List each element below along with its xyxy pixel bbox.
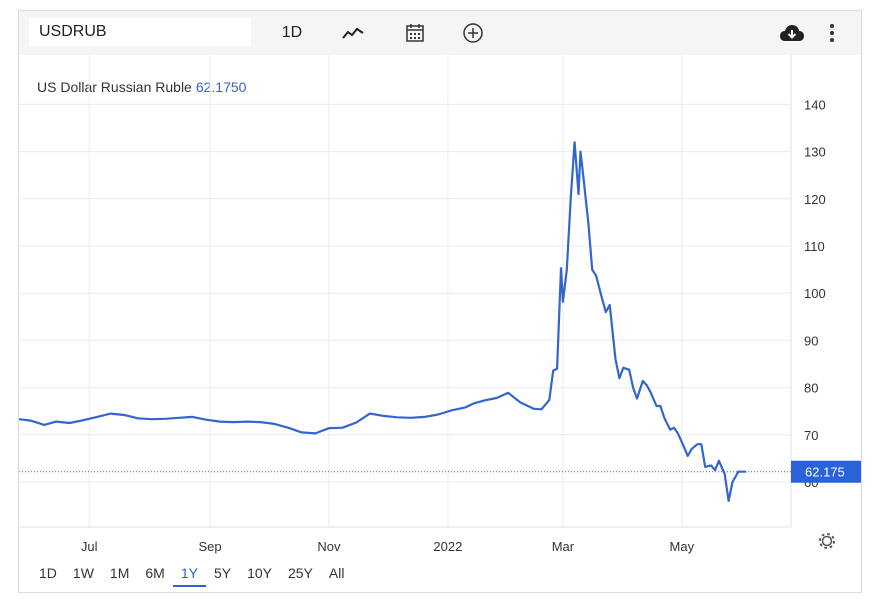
symbol-input[interactable]	[29, 18, 251, 46]
price-series-line	[19, 141, 747, 502]
period-25y[interactable]: 25Y	[287, 565, 313, 581]
y-tick-label: 110	[804, 239, 825, 254]
y-tick-label: 120	[804, 192, 826, 207]
x-tick-label: Nov	[317, 539, 341, 554]
x-tick-label: May	[670, 539, 695, 554]
price-chart[interactable]: 60708090100110120130140 JulSepNov2022Mar…	[19, 55, 861, 555]
instrument-name: US Dollar Russian Ruble	[37, 79, 192, 95]
x-tick-label: Mar	[552, 539, 575, 554]
price-tag-bg	[791, 460, 861, 483]
period-selector: 1D 1W 1M 6M 1Y 5Y 10Y 25Y All	[31, 561, 352, 591]
chart-legend: US Dollar Russian Ruble 62.1750	[37, 79, 246, 95]
plot-area	[19, 141, 791, 502]
x-axis: Jul Sep Nov 2022 Mar May	[81, 539, 695, 554]
period-10y[interactable]: 10Y	[247, 565, 272, 581]
y-tick-label: 80	[804, 381, 818, 396]
cloud-download-icon[interactable]	[777, 19, 807, 47]
toolbar: 1D	[19, 11, 861, 55]
y-tick-label: 130	[804, 145, 826, 160]
period-1y[interactable]: 1Y	[172, 561, 206, 587]
period-5y[interactable]: 5Y	[213, 565, 232, 581]
grid	[19, 55, 792, 528]
interval-button[interactable]: 1D	[281, 24, 303, 41]
line-chart-icon[interactable]	[339, 19, 367, 47]
period-all[interactable]: All	[328, 565, 345, 581]
more-vertical-icon[interactable]	[819, 19, 845, 47]
period-1w[interactable]: 1W	[72, 565, 94, 581]
price-tag-label: 62.175	[805, 465, 845, 480]
period-1m[interactable]: 1M	[109, 565, 130, 581]
chart-widget: 1D	[18, 10, 862, 593]
y-tick-label: 70	[804, 428, 818, 443]
settings-icon[interactable]	[819, 533, 835, 549]
calendar-icon[interactable]	[401, 19, 429, 47]
price-tag: 62.175	[791, 460, 861, 483]
y-tick-label: 140	[804, 97, 826, 112]
period-1d[interactable]: 1D	[39, 565, 57, 581]
y-tick-label: 90	[804, 333, 818, 348]
x-tick-label: Jul	[81, 539, 98, 554]
period-6m[interactable]: 6M	[145, 565, 165, 581]
x-tick-label: 2022	[433, 539, 462, 554]
last-price: 62.1750	[195, 79, 247, 95]
plus-circle-icon[interactable]	[459, 19, 487, 47]
x-tick-label: Sep	[198, 539, 221, 554]
y-axis: 60708090100110120130140	[804, 97, 826, 490]
y-tick-label: 100	[804, 286, 826, 301]
